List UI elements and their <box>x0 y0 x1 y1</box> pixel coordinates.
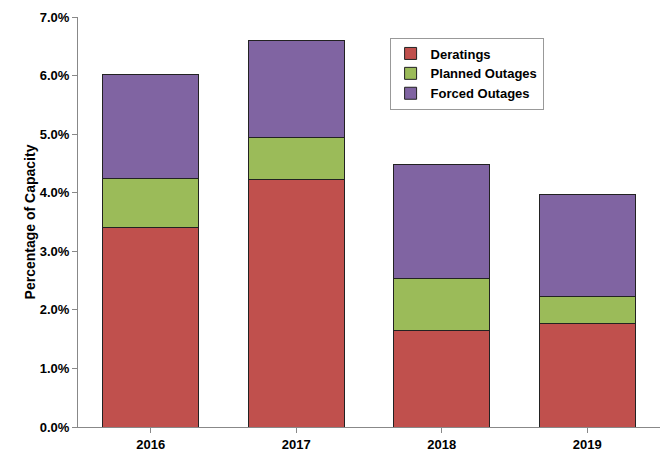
svg-text:2018: 2018 <box>427 437 456 452</box>
svg-text:7.0%: 7.0% <box>40 10 70 25</box>
svg-text:Percentage of Capacity: Percentage of Capacity <box>22 144 38 299</box>
svg-text:2.0%: 2.0% <box>40 302 70 317</box>
svg-text:6.0%: 6.0% <box>40 68 70 83</box>
svg-text:2019: 2019 <box>573 437 602 452</box>
svg-text:Deratings: Deratings <box>431 47 491 62</box>
svg-text:Forced Outages: Forced Outages <box>431 86 530 101</box>
svg-text:4.0%: 4.0% <box>40 185 70 200</box>
svg-text:0.0%: 0.0% <box>40 420 70 435</box>
svg-text:1.0%: 1.0% <box>40 361 70 376</box>
svg-text:5.0%: 5.0% <box>40 127 70 142</box>
svg-text:2017: 2017 <box>282 437 311 452</box>
svg-text:2016: 2016 <box>136 437 165 452</box>
svg-text:3.0%: 3.0% <box>40 244 70 259</box>
svg-text:Planned Outages: Planned Outages <box>431 66 537 81</box>
